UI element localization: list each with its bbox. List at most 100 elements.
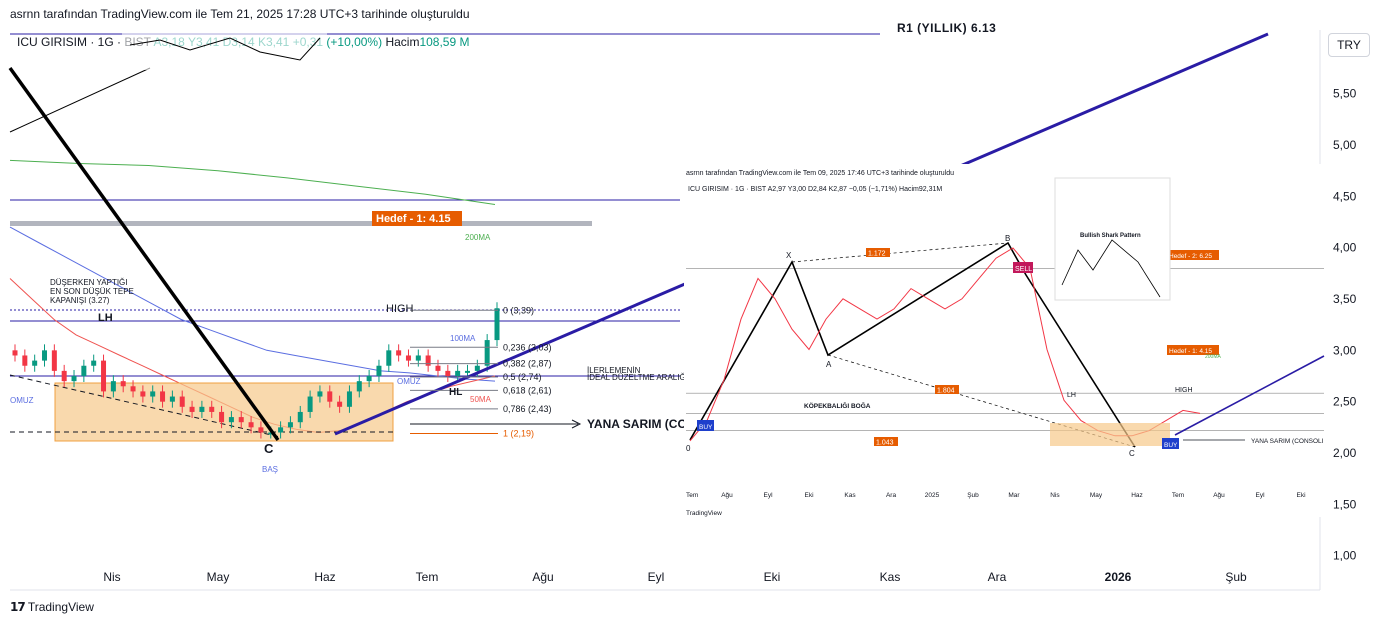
fib-level-label: 0,382 (2,87) — [503, 359, 552, 369]
y-tick-label: 1,50 — [1333, 497, 1357, 511]
candle — [81, 365, 87, 377]
inset-sell-bg — [1013, 262, 1033, 273]
sideways-arrow-head — [571, 419, 582, 429]
candle — [386, 350, 392, 366]
inset-xb-line — [791, 242, 1009, 263]
y-tick-label: 2,50 — [1333, 395, 1357, 409]
y-tick-label: 2,00 — [1333, 446, 1357, 460]
candle — [12, 350, 18, 356]
candle — [435, 365, 441, 371]
inset-x-tick: Ağu — [721, 492, 733, 499]
inset-c-label: C — [1129, 449, 1135, 458]
candle — [327, 391, 333, 402]
inset-zero-label: 0 — [686, 444, 691, 453]
r1-yearly-label: R1 (YILLIK) 6.13 — [897, 21, 997, 35]
inset-x-tick: 2025 — [925, 492, 940, 499]
candle — [278, 427, 284, 433]
candle — [101, 360, 107, 392]
inset-x-tick: Eki — [804, 492, 813, 499]
candle — [474, 365, 480, 371]
inset-ratio-label: 1.172 — [868, 251, 886, 258]
inset-footer: TradingView — [686, 510, 722, 517]
inset-ratio-label: 1.804 — [937, 388, 955, 395]
inset-caption: asrnn tarafından TradingView.com ile Tem… — [686, 170, 954, 177]
inset-pattern-shape — [1061, 239, 1161, 298]
x-tick-label: Ara — [988, 570, 1007, 584]
candle — [228, 417, 234, 423]
inset-b-label: B — [1005, 234, 1010, 243]
inset-x-tick: Tem — [686, 492, 698, 499]
candle — [209, 406, 215, 412]
target-label-bg — [372, 211, 462, 226]
y-tick-label: 4,00 — [1333, 241, 1357, 255]
candle — [91, 360, 97, 366]
candle — [425, 355, 431, 366]
inset-shark-pattern — [689, 241, 1136, 448]
candle — [219, 411, 225, 423]
inset-chart: asrnn tarafından TradingView.com ile Tem… — [684, 164, 1326, 517]
ma200-line — [9, 159, 496, 205]
candle — [248, 422, 254, 428]
inset-ma200-label: 200MA — [1205, 354, 1222, 360]
x-tick-label: Kas — [880, 570, 901, 584]
candle — [415, 355, 421, 361]
inset-sideways-label: YANA SARIM (CONSOLI — [1251, 438, 1324, 445]
target-label: Hedef - 1: 4.15 — [376, 213, 451, 225]
candle — [464, 370, 470, 373]
inset-x-tick: Eki — [1296, 492, 1305, 499]
chart-caption: asrnn tarafından TradingView.com ile Tem… — [10, 7, 470, 21]
inset-a-label: A — [826, 360, 832, 369]
candle — [445, 370, 451, 377]
inset-target1-bg — [1167, 345, 1219, 355]
inset-x-tick: Ağu — [1213, 492, 1225, 499]
candle — [61, 370, 67, 382]
inset-x-tick: Tem — [1172, 492, 1184, 499]
dusus-note-line: KAPANIŞI (3.27) — [50, 296, 110, 305]
currency-button[interactable]: TRY — [1328, 33, 1370, 57]
ideal-note-line: İLERLEMENİN — [587, 366, 641, 375]
inset-lh-label: LH — [1067, 392, 1076, 399]
candle — [494, 308, 500, 341]
candle — [160, 391, 166, 402]
inset-consolidation-box — [1050, 423, 1170, 446]
inset-sell-label: SELL — [1015, 266, 1032, 273]
candle — [268, 432, 274, 435]
sideways-label: YANA SARIM (CO — [587, 417, 687, 431]
y-tick-label: 3,50 — [1333, 292, 1357, 306]
inset-x-tick: Eyl — [763, 492, 773, 499]
symbol-name[interactable]: ICU GIRISIM · 1G · BIST — [17, 35, 151, 49]
fib-level-label: 0,236 (3,03) — [503, 342, 552, 352]
candle — [150, 391, 156, 397]
dusus-note-line: DÜŞERKEN YAPTIĞI — [50, 278, 128, 287]
candle — [22, 355, 28, 366]
candle — [307, 396, 313, 412]
candle — [169, 396, 175, 402]
x-tick-label: Eyl — [648, 570, 665, 584]
candle — [346, 391, 352, 407]
inset-x-tick: Kas — [844, 492, 856, 499]
inset-background — [684, 164, 1326, 517]
inset-pattern-box — [1054, 177, 1171, 301]
target-band — [10, 221, 592, 226]
lh-label: LH — [98, 312, 113, 324]
x-tick-label: 2026 — [1105, 570, 1132, 584]
descending-dashed-line — [9, 374, 281, 438]
inset-x-tick: Nis — [1050, 492, 1060, 499]
omuz-left-label: OMUZ — [10, 396, 34, 405]
candle — [42, 350, 48, 361]
ideal-note-line: İDEAL DÜZELTME ARALIĞI — [587, 373, 688, 382]
x-tick-label: Ağu — [532, 570, 553, 584]
c-point-label: C — [264, 441, 274, 456]
tradingview-logo[interactable]: 17 TradingView — [10, 600, 94, 614]
x-tick-label: May — [207, 570, 230, 584]
inset-target1-label: Hedef - 1: 4.15 — [1169, 348, 1212, 355]
candle — [258, 427, 264, 433]
inset-buy-bg — [697, 420, 714, 431]
candle — [317, 391, 323, 397]
inset-buy-bg — [1162, 438, 1179, 449]
down-trendline — [8, 66, 280, 442]
candle — [179, 396, 185, 407]
fib-level-label: 0,5 (2,74) — [503, 372, 542, 382]
high-label: HIGH — [386, 303, 414, 315]
